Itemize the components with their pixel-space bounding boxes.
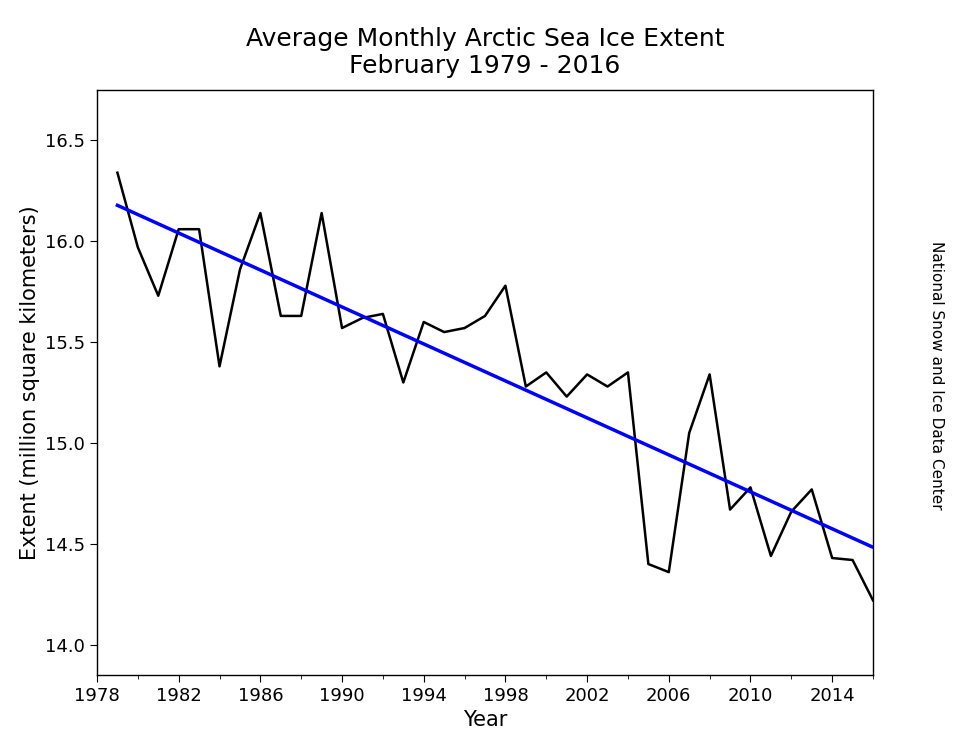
X-axis label: Year: Year — [462, 710, 507, 730]
Title: Average Monthly Arctic Sea Ice Extent
February 1979 - 2016: Average Monthly Arctic Sea Ice Extent Fe… — [245, 26, 724, 78]
Text: National Snow and Ice Data Center: National Snow and Ice Data Center — [927, 241, 943, 509]
Y-axis label: Extent (million square kilometers): Extent (million square kilometers) — [19, 206, 40, 560]
